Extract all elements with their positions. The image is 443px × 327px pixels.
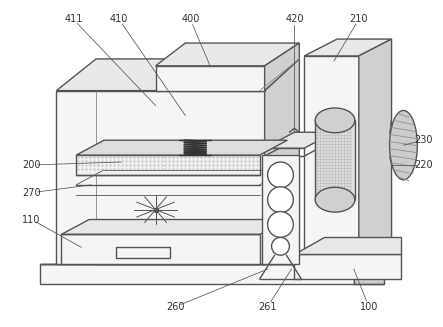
Polygon shape	[56, 59, 299, 91]
Ellipse shape	[315, 108, 355, 133]
Polygon shape	[304, 39, 392, 56]
Polygon shape	[295, 237, 401, 254]
Ellipse shape	[315, 187, 355, 212]
Text: 420: 420	[285, 14, 303, 24]
Text: 100: 100	[360, 302, 378, 312]
Text: 200: 200	[23, 160, 41, 170]
Bar	[56, 91, 264, 264]
Polygon shape	[39, 264, 354, 284]
Bar	[76, 155, 260, 175]
Ellipse shape	[389, 111, 417, 180]
Circle shape	[272, 237, 289, 255]
Polygon shape	[62, 219, 288, 234]
Text: 270: 270	[22, 188, 41, 198]
Circle shape	[268, 162, 293, 188]
Polygon shape	[76, 140, 288, 155]
Circle shape	[268, 212, 293, 237]
Polygon shape	[155, 43, 299, 66]
Text: 230: 230	[414, 135, 432, 145]
Text: 110: 110	[23, 215, 41, 225]
Polygon shape	[354, 264, 384, 284]
Polygon shape	[315, 120, 355, 200]
Bar	[116, 247, 171, 258]
Text: 411: 411	[64, 14, 82, 24]
Text: 400: 400	[181, 14, 199, 24]
Polygon shape	[264, 43, 299, 91]
Bar	[295, 254, 401, 279]
Polygon shape	[264, 132, 334, 148]
Bar	[262, 155, 299, 264]
Polygon shape	[359, 39, 392, 264]
Bar	[62, 234, 260, 264]
Polygon shape	[264, 59, 299, 264]
Text: 210: 210	[350, 14, 368, 24]
Circle shape	[268, 187, 293, 213]
Bar	[155, 66, 264, 91]
Text: 261: 261	[258, 302, 277, 312]
Text: 410: 410	[110, 14, 128, 24]
Text: 220: 220	[414, 160, 432, 170]
Bar	[304, 56, 359, 264]
Text: 260: 260	[166, 302, 185, 312]
